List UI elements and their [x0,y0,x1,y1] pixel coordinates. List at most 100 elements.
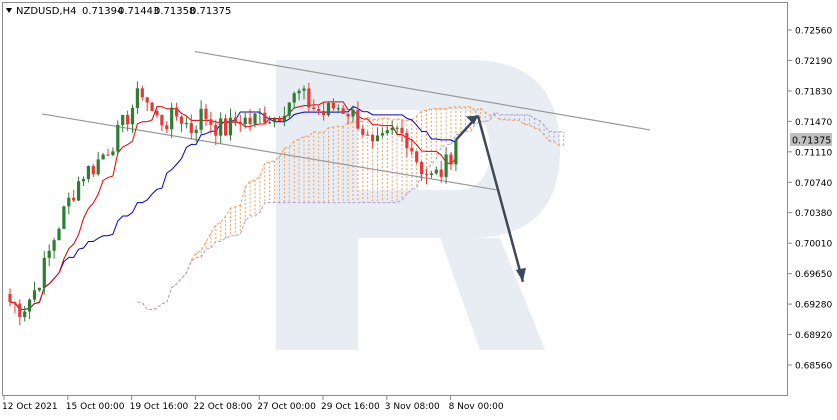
candle-body [219,118,223,136]
candle-body [121,114,125,125]
candle-body [444,154,448,177]
kijun-sen-path [9,105,457,310]
current-price-label: 0.71375 [792,135,831,146]
channel-upper-line [194,50,651,131]
tenkan-sen-line [9,101,457,310]
ohlc-low: 0.71358 [154,6,195,17]
candle-body [81,179,86,182]
price-tick-label: 0.72560 [795,27,832,37]
candle-body [101,154,105,160]
candle-body [209,119,213,125]
candle-body [424,174,429,176]
candle-body [277,118,282,122]
price-axis: 0.72560 0.72190 0.71830 0.71470 0.71110 0.707… [788,27,832,372]
candle-body [155,110,159,115]
candle-body [429,173,433,176]
candle-body [189,123,193,133]
candle-body [52,240,56,251]
price-tick-label: 0.69280 [795,301,832,311]
price-tick-label: 0.68920 [795,331,832,341]
candle-body [106,154,110,156]
dropdown-triangle-icon[interactable] [6,8,12,13]
candle-body [400,127,404,133]
price-tick-label: 0.72190 [795,57,832,67]
candle-body [184,123,188,125]
candle-body [126,114,130,125]
candle-body [454,139,458,165]
candle-body [42,257,46,288]
price-tick-label: 0.71470 [795,118,832,128]
time-tick-label: 29 Oct 16:00 [321,402,380,412]
candle-body [135,88,139,108]
senkou-span-b [137,111,564,310]
time-tick-label: 15 Oct 00:00 [66,402,125,412]
price-tick-label: 0.71830 [795,87,832,97]
candle-body [326,102,331,116]
forecast-arrows[interactable] [454,114,526,283]
candle-body [116,124,120,152]
time-tick-label: 3 Nov 08:00 [385,402,440,412]
candlestick-series[interactable] [8,81,458,326]
candle-body [248,117,252,124]
candle-body [292,93,296,103]
candle-body [77,181,81,201]
candle-body [385,130,389,134]
candle-body [258,112,262,114]
price-tick-label: 0.69650 [795,270,832,280]
candle-body [111,151,115,156]
candle-body [302,88,306,91]
candle-body [282,115,286,122]
time-tick-label: 27 Oct 00:00 [257,402,316,412]
current-price-marker: 0.71375 [790,132,832,146]
candle-body [322,110,326,116]
candle-body [410,148,414,152]
candle-body [32,290,37,300]
ichimoku-cloud [137,106,565,310]
candle-body [37,287,41,291]
candle-body [375,135,380,142]
symbol-label: NZDUSD,H4 [16,6,76,17]
candle-body [312,107,316,110]
candle-body [273,118,277,123]
candle-body [434,169,438,174]
candle-body [449,154,453,165]
candle-body [28,299,32,312]
time-tick-label: 22 Oct 08:00 [193,402,252,412]
candle-body [8,294,12,303]
candle-body [366,134,370,136]
senkou-span-a [137,106,564,310]
candle-body [86,166,90,180]
candle-body [18,303,22,317]
candle-body [297,90,301,94]
candle-body [268,122,272,124]
ohlc-open: 0.71394 [82,6,123,17]
chart-header: NZDUSD,H4 0.71394 0.71443 0.71358 0.7137… [6,6,231,17]
candle-body [420,162,424,175]
candle-body [72,197,76,201]
candle-body [405,132,409,149]
candle-body [96,159,100,175]
forecast-down-arrow [476,115,525,283]
candle-body [238,122,242,125]
candle-body [331,102,335,109]
candle-body [263,112,267,123]
candle-body [130,107,135,125]
arrowhead-down-icon [515,267,526,282]
price-tick-label: 0.70740 [795,179,832,189]
price-tick-label: 0.70010 [795,240,832,250]
candle-body [140,88,144,98]
candle-body [150,102,154,111]
price-tick-label: 0.70380 [795,209,832,219]
time-tick-label: 8 Nov 00:00 [449,402,504,412]
candle-body [351,110,355,117]
candle-body [179,116,184,124]
candle-body [415,151,419,163]
kijun-sen-line [9,105,457,310]
candle-body [67,197,71,207]
candle-body [361,128,365,135]
candle-body [228,117,233,136]
candle-body [23,311,27,317]
candle-body [47,250,51,258]
